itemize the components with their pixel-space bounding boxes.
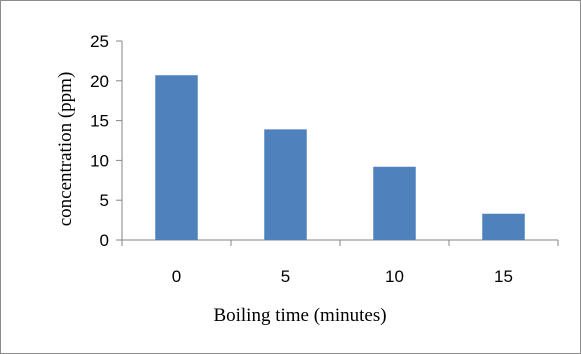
x-tick-label: 10 xyxy=(385,267,404,286)
bar-0 xyxy=(155,75,198,240)
x-axis: 0 5 10 15 xyxy=(121,239,559,286)
y-axis-title: concentration (ppm) xyxy=(55,72,76,227)
y-tick-label: 0 xyxy=(100,231,109,250)
x-tick-label: 5 xyxy=(281,267,290,286)
y-tick-label: 5 xyxy=(100,191,109,210)
y-tick-label: 10 xyxy=(90,151,109,170)
bar-15 xyxy=(482,213,525,240)
y-tick-label: 15 xyxy=(90,112,109,131)
x-tick-label: 15 xyxy=(494,267,513,286)
x-tick-label: 0 xyxy=(172,267,181,286)
bars xyxy=(155,75,525,240)
bar-10 xyxy=(373,166,416,240)
y-tick-label: 25 xyxy=(90,32,109,51)
y-axis: 0 5 10 15 20 25 xyxy=(90,32,123,250)
bar-5 xyxy=(264,129,307,240)
y-tick-label: 20 xyxy=(90,72,109,91)
x-axis-title: Boiling time (minutes) xyxy=(213,305,386,326)
